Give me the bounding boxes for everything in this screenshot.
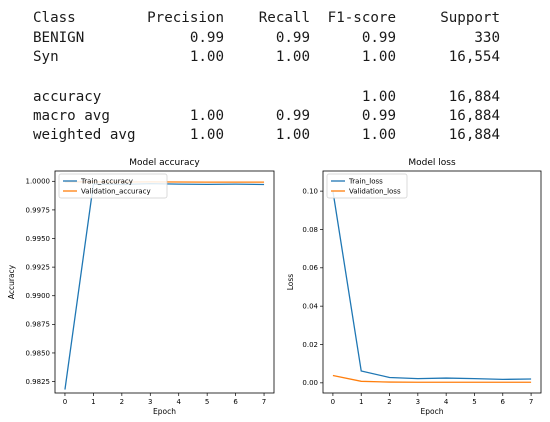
report-cell-precision: 1.00 (190, 49, 224, 65)
y-axis-label: Loss (286, 274, 295, 291)
x-tick-label: 5 (472, 398, 476, 406)
report-cell-support: 330 (474, 30, 500, 46)
x-tick-label: 7 (529, 398, 533, 406)
training-charts: Model accuracy 0 1 2 3 4 5 6 7 0.9825 0.9850 0.9875… (7, 158, 542, 416)
report-cell-recall: 0.99 (276, 30, 310, 46)
y-tick-label: 0.9825 (26, 378, 51, 386)
y-axis-label: Accuracy (7, 264, 16, 299)
report-header-class: Class (33, 10, 76, 26)
plot-frame (322, 170, 542, 394)
y-tick-label: 0.9950 (26, 235, 51, 243)
y-tick-label: 0.02 (302, 341, 318, 349)
series-line-train (64, 182, 265, 390)
x-tick-label: 1 (359, 398, 363, 406)
report-cell-support: 16,884 (449, 89, 500, 105)
y-tick-label: 0.06 (302, 264, 318, 272)
legend-label-validation: Validation_loss (349, 188, 401, 196)
report-cell-precision: 1.00 (190, 108, 224, 124)
x-tick-label: 4 (176, 398, 181, 406)
report-header-precision: Precision (147, 10, 224, 26)
y-tick-label: 0.9900 (26, 292, 51, 300)
report-cell-class: macro avg (33, 108, 110, 124)
report-cell-precision: 0.99 (190, 30, 224, 46)
y-tick-label: 0.9850 (26, 349, 51, 357)
x-tick-label: 3 (416, 398, 420, 406)
legend-label-train: Train_loss (348, 178, 383, 186)
x-tick-label: 0 (331, 398, 335, 406)
y-tick-label: 0.00 (302, 379, 318, 387)
report-header-support: Support (440, 10, 500, 26)
report-cell-support: 16,884 (449, 127, 500, 143)
report-cell-f1-score: 0.99 (362, 108, 396, 124)
x-tick-label: 3 (148, 398, 152, 406)
y-tick-label: 0.9975 (26, 206, 51, 214)
report-cell-precision: 1.00 (190, 127, 224, 143)
chart-title: Model loss (408, 158, 456, 168)
report-header-recall: Recall (259, 10, 310, 26)
series-line-train (332, 191, 532, 381)
accuracy-chart: Model accuracy 0 1 2 3 4 5 6 7 0.9825 0.9850 0.9875… (7, 158, 275, 416)
legend-box (326, 173, 408, 199)
x-tick-label: 2 (387, 398, 391, 406)
x-tick-label: 1 (91, 398, 95, 406)
y-tick-label: 0.9875 (26, 321, 51, 329)
report-cell-f1-score: 1.00 (362, 49, 396, 65)
x-tick-label: 4 (444, 398, 449, 406)
report-header-f1-score: F1-score (328, 10, 396, 26)
x-tick-label: 5 (205, 398, 209, 406)
report-cell-recall: 1.00 (276, 49, 310, 65)
report-cell-recall: 0.99 (276, 108, 310, 124)
y-tick-label: 1.0000 (26, 178, 51, 186)
report-cell-support: 16,554 (449, 49, 500, 65)
y-tick-label: 0.9925 (26, 264, 51, 272)
report-cell-f1-score: 1.00 (362, 89, 396, 105)
report-cell-f1-score: 0.99 (362, 30, 396, 46)
series-line-validation (332, 374, 532, 383)
report-cell-recall: 1.00 (276, 127, 310, 143)
x-tick-label: 7 (262, 398, 266, 406)
x-axis-label: Epoch (421, 407, 444, 416)
report-cell-support: 16,884 (449, 108, 500, 124)
classification-report: Class Precision Recall F1-score Support BENIG… (33, 10, 500, 143)
x-tick-label: 6 (501, 398, 506, 406)
x-tick-label: 2 (120, 398, 124, 406)
x-tick-label: 6 (233, 398, 238, 406)
loss-chart: Model loss 0 1 2 3 4 5 6 7 0.00 0.02 0.04 0.06 0.08 0.… (286, 158, 542, 416)
x-tick-label: 0 (63, 398, 67, 406)
report-cell-class: accuracy (33, 89, 101, 105)
legend-box (58, 173, 168, 199)
report-cell-class: weighted avg (33, 127, 136, 143)
y-tick-label: 0.04 (302, 303, 318, 311)
report-cell-class: BENIGN (33, 30, 84, 46)
chart-title: Model accuracy (129, 158, 200, 168)
x-axis-label: Epoch (153, 407, 176, 416)
plot-frame (54, 170, 275, 394)
y-tick-label: 0.08 (302, 226, 318, 234)
report-cell-f1-score: 1.00 (362, 127, 396, 143)
y-tick-label: 0.10 (302, 188, 318, 196)
legend-label-train: Train_accuracy (80, 178, 133, 186)
legend-label-validation: Validation_accuracy (81, 188, 151, 196)
report-cell-class: Syn (33, 49, 59, 65)
